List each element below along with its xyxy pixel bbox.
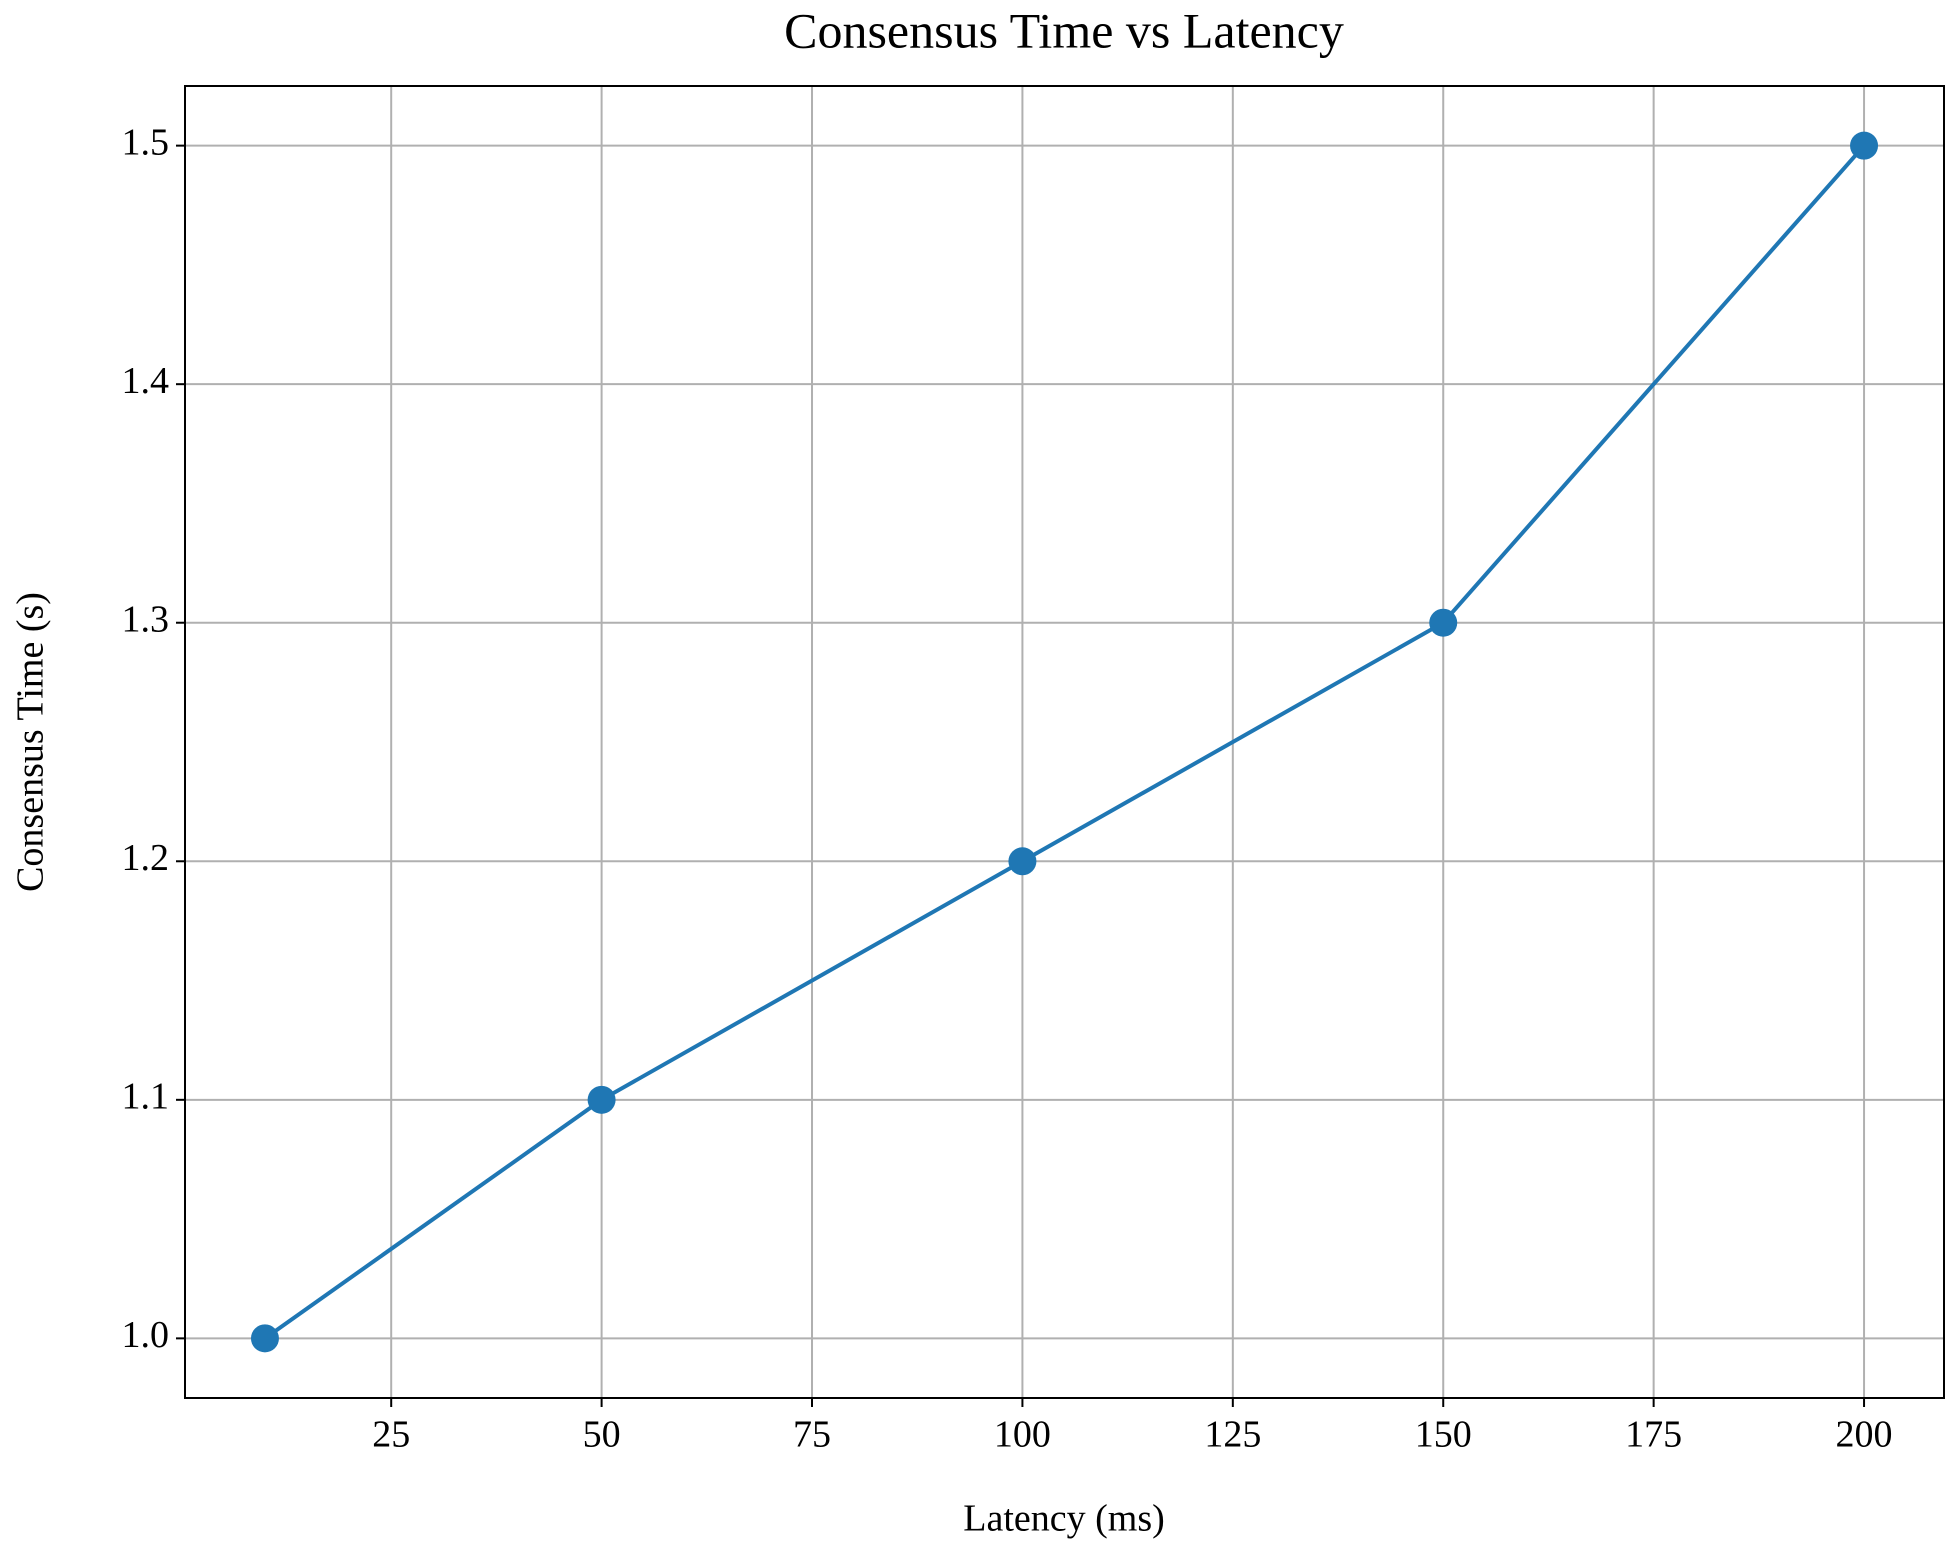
marker	[1008, 847, 1037, 876]
x-tick-label: 150	[1415, 1414, 1472, 1456]
y-axis-label: Consensus Time (s)	[10, 592, 52, 892]
line	[263, 144, 1866, 1340]
marker	[250, 1324, 279, 1353]
x-tick-label: 125	[1204, 1414, 1261, 1456]
x-axis-label: Latency (ms)	[963, 1498, 1165, 1540]
marker	[1429, 608, 1458, 637]
y-tick-label: 1.2	[122, 837, 170, 879]
marker	[1850, 131, 1879, 160]
x-tick-label: 100	[994, 1414, 1051, 1456]
y-tick-label: 1.5	[122, 121, 170, 163]
chart-title: Consensus Time vs Latency	[784, 2, 1344, 58]
y-tick-label: 1.3	[122, 598, 170, 640]
x-tick-label: 175	[1625, 1414, 1682, 1456]
y-tick-label: 1.4	[122, 360, 170, 402]
y-tick-label: 1.1	[122, 1076, 170, 1118]
x-tick-label: 50	[583, 1414, 621, 1456]
y-tick-label: 1.0	[122, 1314, 170, 1356]
x-tick-label: 25	[372, 1414, 410, 1456]
x-tick-label: 200	[1836, 1414, 1893, 1456]
plot-frame	[184, 85, 1945, 1399]
x-tick-label: 75	[793, 1414, 831, 1456]
marker	[587, 1085, 616, 1114]
